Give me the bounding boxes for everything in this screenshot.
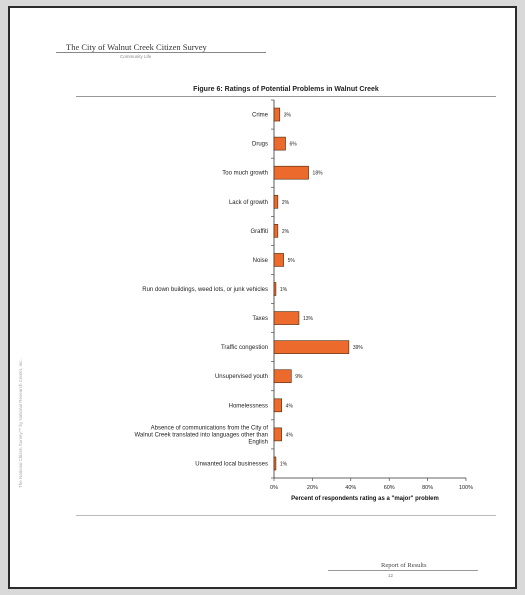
data-label: 5% [288, 258, 296, 264]
bar [273, 194, 279, 209]
bar [273, 398, 282, 413]
data-label: 18% [313, 171, 324, 177]
data-label: 13% [303, 316, 314, 322]
chart-title: Figure 6: Ratings of Potential Problems … [193, 86, 379, 93]
bar-chart: Crime 3% Drugs 6% Too much growth 18% Lack of … [134, 99, 473, 502]
category-label: Taxes [252, 316, 268, 322]
bar [273, 369, 292, 384]
header-divider [56, 52, 266, 53]
category-label: English [248, 439, 268, 445]
bar [273, 311, 300, 325]
category-label: Unsupervised youth [215, 374, 268, 380]
page-number: 12 [388, 573, 394, 578]
bar [273, 224, 279, 238]
bar [273, 253, 284, 267]
footer-title-divider [328, 570, 478, 571]
report-page: The City of Walnut Creek Citizen Survey … [8, 6, 517, 589]
data-label: 3% [284, 113, 292, 119]
category-label: Too much growth [222, 171, 268, 177]
data-label: 6% [290, 142, 298, 148]
category-label: Traffic congestion [221, 345, 268, 351]
footer-divider [76, 515, 496, 516]
data-label: 2% [282, 200, 290, 206]
report-header-title: The City of Walnut Creek Citizen Survey [66, 42, 207, 52]
x-tick-label: 100% [459, 485, 473, 491]
x-tick-label: 0% [270, 485, 278, 491]
report-header-subtitle: Community Life [120, 54, 152, 59]
data-label: 39% [353, 345, 364, 351]
data-label: 1% [280, 461, 288, 467]
data-label: 2% [282, 229, 290, 235]
x-tick-label: 60% [384, 485, 395, 491]
category-label: Drugs [252, 142, 268, 148]
data-label: 4% [286, 432, 294, 438]
x-tick-label: 40% [345, 485, 356, 491]
category-label: Homelessness [229, 403, 268, 409]
category-label: Graffiti [250, 229, 268, 235]
x-tick-label: 20% [307, 485, 318, 491]
category-label: Crime [252, 113, 269, 119]
data-label: 4% [286, 403, 294, 409]
x-tick-label: 80% [422, 485, 433, 491]
bar [273, 427, 282, 442]
bar [273, 456, 277, 471]
bar [273, 136, 286, 151]
bar [273, 165, 309, 180]
bar [273, 282, 277, 296]
category-label: Noise [253, 258, 269, 264]
data-label: 9% [295, 374, 303, 380]
chart-title-divider [76, 96, 496, 97]
category-label: Run down buildings, weed lots, or junk v… [142, 287, 268, 293]
category-label: Unwanted local businesses [195, 461, 268, 467]
bar [273, 340, 350, 354]
data-label: 1% [280, 287, 288, 293]
bar [273, 107, 281, 122]
x-axis-title: Percent of respondents rating as a "majo… [291, 496, 439, 502]
category-label: Absence of communications from the City … [151, 425, 269, 431]
category-label: Walnut Creek translated into languages o… [134, 432, 268, 438]
category-label: Lack of growth [229, 200, 268, 206]
footer-title: Report of Results [381, 562, 427, 569]
